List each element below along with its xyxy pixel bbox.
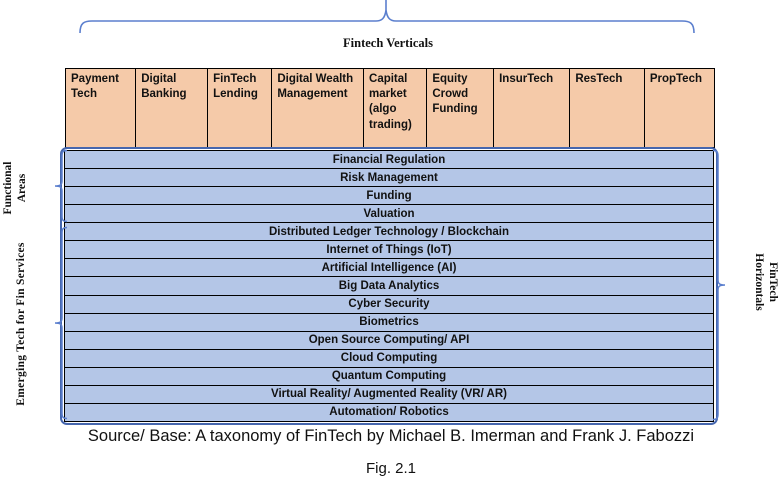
vertical-cell-equity-crowd-funding: Equity Crowd Funding	[427, 69, 495, 147]
fintech-horizontals-frame: Financial Regulation Risk Management Fun…	[60, 147, 718, 425]
figure-caption: Fig. 2.1	[365, 460, 417, 477]
fintech-horizontals-brace-icon	[712, 149, 726, 421]
horizontal-row-dlt-blockchain: Distributed Ledger Technology / Blockcha…	[65, 223, 713, 242]
vertical-cell-payment-tech: Payment Tech	[66, 69, 137, 147]
fintech-verticals-table: Payment Tech Digital Banking FinTech Len…	[65, 68, 715, 148]
vertical-cell-insurtech: InsurTech	[494, 69, 571, 147]
source-attribution: Source/ Base: A taxonomy of FinTech by M…	[87, 427, 695, 445]
horizontal-row-vr-ar: Virtual Reality/ Augmented Reality (VR/ …	[65, 385, 713, 404]
horizontal-row-funding: Funding	[65, 187, 713, 206]
vertical-cell-fintech-lending: FinTech Lending	[208, 69, 273, 147]
vertical-cell-restech: ResTech	[570, 69, 645, 147]
fintech-verticals-label: Fintech Verticals	[343, 36, 433, 50]
horizontal-row-big-data-analytics: Big Data Analytics	[65, 277, 713, 296]
horizontal-row-risk-management: Risk Management	[65, 169, 713, 188]
vertical-cell-capital-market: Capital market (algo trading)	[364, 69, 428, 147]
horizontal-row-biometrics: Biometrics	[65, 313, 713, 332]
functional-areas-label: Functional Areas	[2, 161, 29, 215]
horizontal-row-cyber-security: Cyber Security	[65, 295, 713, 314]
horizontal-row-valuation: Valuation	[65, 205, 713, 224]
horizontal-row-quantum-computing: Quantum Computing	[65, 367, 713, 386]
vertical-cell-proptech: PropTech	[649, 73, 702, 85]
emerging-tech-brace-icon	[54, 226, 68, 420]
fintech-horizontals-table: Financial Regulation Risk Management Fun…	[64, 150, 714, 422]
vertical-cell-digital-banking: Digital Banking	[136, 69, 209, 147]
vertical-cell-digital-wealth-management: Digital Wealth Management	[272, 69, 365, 147]
fintech-horizontals-label: FinTech Horizontals	[752, 253, 779, 311]
functional-areas-brace-icon	[54, 149, 68, 223]
horizontal-row-cloud-computing: Cloud Computing	[65, 349, 713, 368]
fintech-verticals-brace-icon	[79, 0, 695, 34]
horizontal-row-financial-regulation: Financial Regulation	[65, 151, 713, 170]
horizontal-row-open-source-api: Open Source Computing/ API	[65, 331, 713, 350]
horizontal-row-ai: Artificial Intelligence (AI)	[65, 259, 713, 278]
horizontal-row-automation-robotics: Automation/ Robotics	[65, 403, 713, 421]
emerging-tech-label: Emerging Tech for Fin Services	[15, 242, 27, 406]
horizontal-row-iot: Internet of Things (IoT)	[65, 241, 713, 260]
